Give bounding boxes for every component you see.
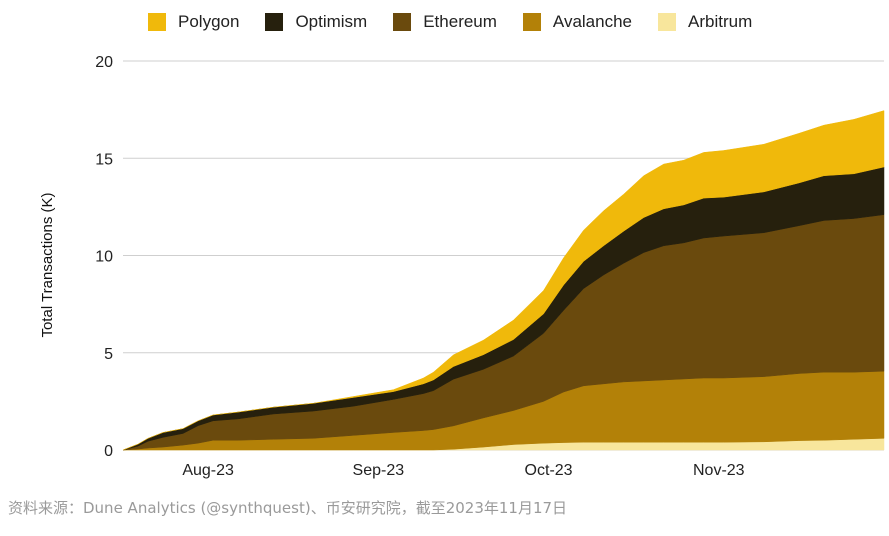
x-axis-ticks: Aug-23 Sep-23 Oct-23 Nov-23 [182, 462, 744, 479]
y-tick-label-5: 5 [104, 346, 113, 363]
legend-label-avalanche: Avalanche [552, 12, 633, 31]
legend-item-polygon: Polygon [148, 12, 239, 32]
x-tick-label-sep-23: Sep-23 [353, 462, 405, 479]
series-areas [122, 110, 885, 451]
legend-swatch-polygon [148, 13, 166, 31]
stacked-area-chart: 0 5 10 15 20 Aug-23 Sep-23 Oct-23 Nov-23 Total … [39, 54, 885, 479]
area-polygon [122, 110, 885, 451]
x-tick-label-nov-23: Nov-23 [693, 462, 745, 479]
legend-label-arbitrum: Arbitrum [688, 12, 753, 31]
legend-item-optimism: Optimism [265, 12, 367, 32]
source-note: 资料来源：Dune Analytics (@synthquest)、币安研究院，… [8, 499, 568, 517]
x-tick-label-oct-23: Oct-23 [525, 462, 573, 479]
legend-item-arbitrum: Arbitrum [658, 12, 752, 32]
x-tick-label-aug-23: Aug-23 [182, 462, 234, 479]
y-axis-title: Total Transactions (K) [39, 192, 56, 337]
legend-swatch-arbitrum [658, 13, 677, 31]
chart-legend: Polygon Optimism Ethereum Avalanche Arbi… [148, 12, 778, 32]
legend-label-optimism: Optimism [295, 12, 368, 31]
legend-swatch-avalanche [522, 13, 541, 31]
legend-swatch-ethereum [393, 13, 412, 31]
legend-swatch-optimism [265, 13, 284, 31]
legend-label-ethereum: Ethereum [423, 12, 497, 31]
y-tick-label-15: 15 [95, 151, 113, 168]
legend-item-avalanche: Avalanche [522, 12, 633, 32]
legend-item-ethereum: Ethereum [393, 12, 497, 32]
y-tick-label-10: 10 [95, 249, 113, 266]
y-axis-ticks: 0 5 10 15 20 [95, 54, 113, 460]
y-tick-label-0: 0 [104, 443, 113, 460]
y-tick-label-20: 20 [95, 54, 113, 71]
legend-label-polygon: Polygon [178, 12, 240, 31]
